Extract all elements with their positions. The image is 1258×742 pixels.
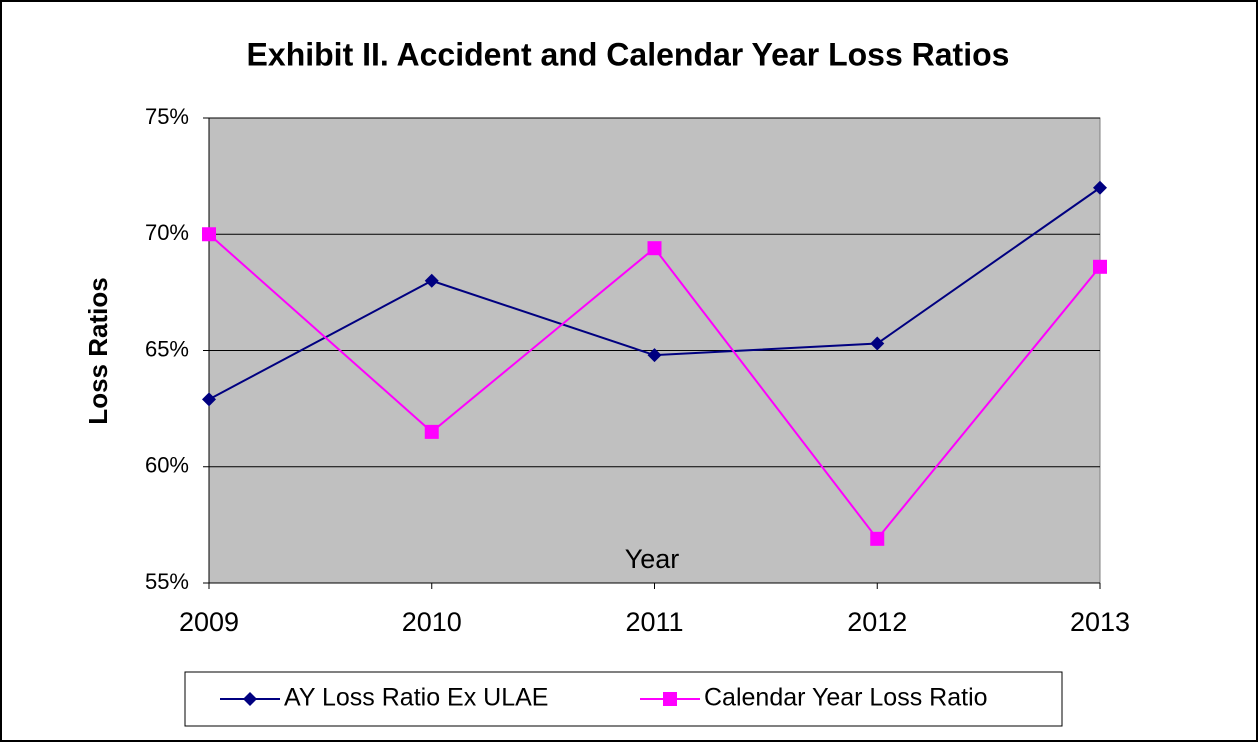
y-tick-label: 75%: [145, 104, 189, 129]
y-tick-label: 60%: [145, 453, 189, 478]
marker: [424, 273, 439, 288]
marker: [202, 227, 216, 242]
x-tick-label: 2009: [179, 607, 239, 637]
legend-label: Calendar Year Loss Ratio: [704, 684, 988, 712]
x-tick-label: 2011: [625, 607, 683, 637]
marker: [243, 692, 257, 706]
y-axis-label: Loss Ratios: [83, 277, 113, 424]
marker: [870, 336, 885, 351]
marker: [1093, 180, 1107, 195]
marker: [424, 424, 439, 439]
marker: [663, 692, 677, 706]
y-tick-label: 65%: [145, 336, 189, 361]
marker: [202, 392, 216, 407]
marker: [870, 531, 885, 546]
marker: [1093, 259, 1107, 274]
chart-title: Exhibit II. Accident and Calendar Year L…: [247, 36, 1010, 72]
legend: [184, 671, 1063, 727]
legend-label: AY Loss Ratio Ex ULAE: [284, 684, 548, 712]
x-tick-label: 2010: [402, 607, 462, 637]
y-tick-label: 70%: [145, 220, 189, 245]
x-axis-label: Year: [625, 544, 680, 574]
x-tick-label: 2012: [847, 607, 907, 637]
y-tick-label: 55%: [145, 569, 189, 594]
x-tick-label: 2013: [1070, 607, 1130, 637]
marker: [647, 241, 662, 256]
marker: [647, 348, 662, 363]
